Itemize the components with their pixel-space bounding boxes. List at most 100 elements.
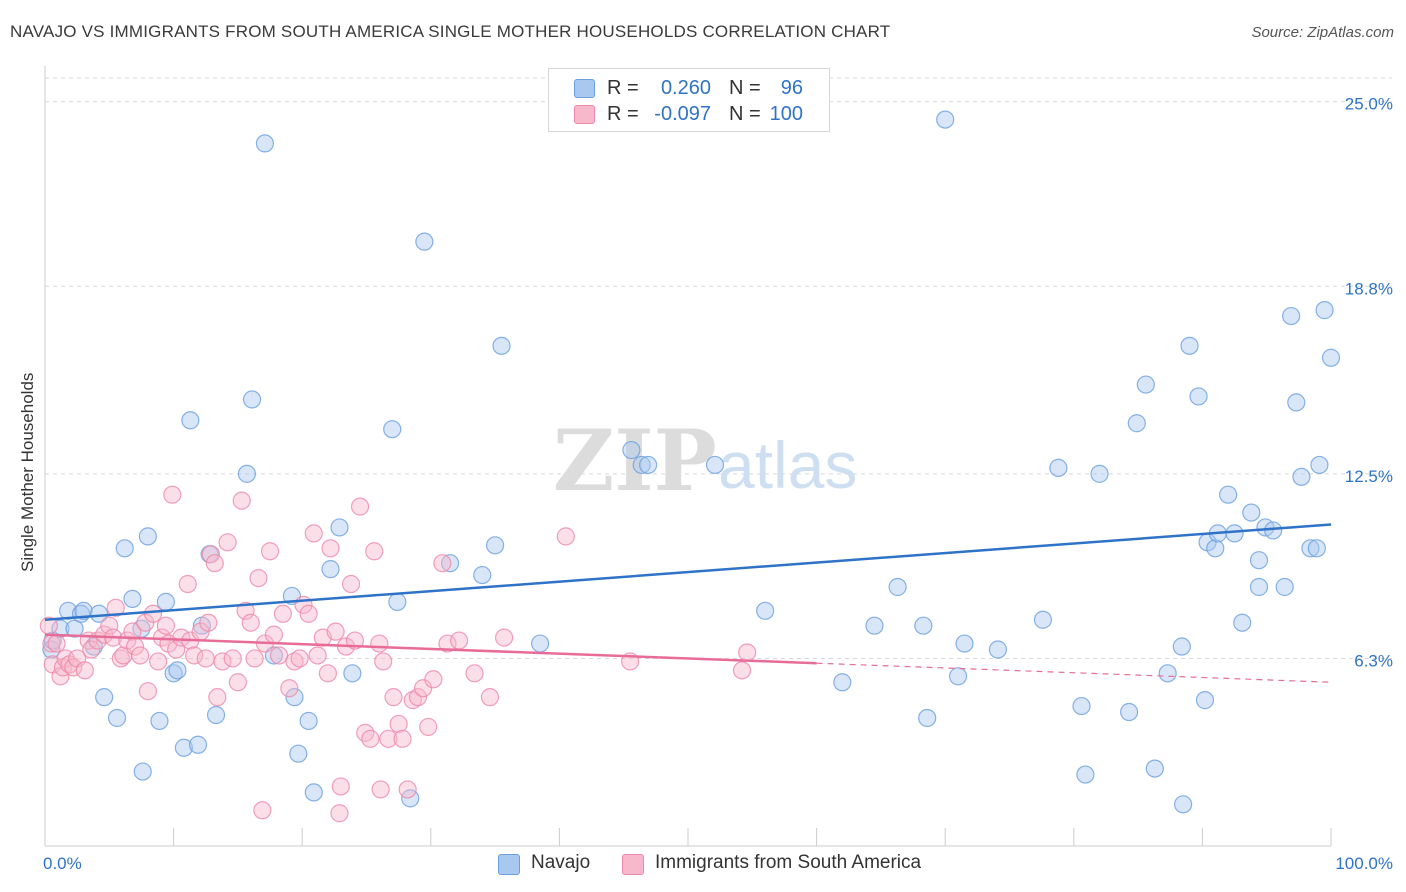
immigrants-point — [371, 780, 390, 799]
immigrants-point — [264, 625, 284, 644]
navajo-point — [156, 592, 175, 611]
navajo-point — [948, 667, 968, 686]
navajo-point — [492, 336, 511, 355]
immigrants-point — [398, 780, 417, 799]
immigrants-point — [201, 545, 220, 564]
navajo-point — [242, 390, 262, 409]
navajo-point — [138, 527, 157, 546]
navajo-point — [936, 110, 955, 129]
navajo-legend-swatch — [498, 854, 520, 875]
navajo-point — [206, 705, 226, 725]
immigrants-point — [556, 527, 575, 546]
scatter-points — [39, 110, 1341, 823]
immigrants-point — [178, 574, 197, 594]
immigrants-point — [465, 664, 484, 683]
source-label: Source: ZipAtlas.com — [1251, 24, 1394, 41]
navajo-point — [1172, 637, 1191, 656]
immigrants-point — [280, 679, 299, 698]
r-label: R = — [607, 103, 639, 125]
immigrants-point — [47, 634, 66, 653]
watermark-atlas: atlas — [718, 428, 857, 502]
immigrants-point — [228, 673, 247, 692]
navajo-point — [1275, 577, 1294, 597]
navajo-point — [865, 616, 884, 635]
immigrants-point — [350, 497, 370, 516]
legend-label: Immigrants from South America — [655, 852, 922, 873]
navajo-point — [531, 634, 550, 653]
immigrants-point — [245, 649, 264, 668]
immigrants-point — [356, 723, 375, 742]
immigrants-point — [384, 688, 403, 707]
navajo-point — [321, 560, 340, 579]
immigrants-point — [365, 542, 384, 561]
x-tick-label: 100.0% — [1335, 854, 1393, 873]
r-value: -0.097 — [654, 103, 711, 125]
immigrants-point — [100, 616, 119, 635]
navajo-point — [705, 455, 725, 475]
immigrants-point — [249, 568, 268, 588]
immigrants-point — [393, 729, 412, 748]
immigrants-point — [389, 714, 408, 734]
stats-legend: R = 0.260 N = 96 R = -0.097 N = 100 — [548, 68, 830, 132]
immigrants-point — [236, 601, 255, 620]
y-tick-label: 18.8% — [1345, 279, 1393, 298]
navajo-point — [1033, 610, 1053, 629]
trend-lines — [44, 523, 1332, 683]
navajo-point — [1282, 306, 1301, 326]
x-tick-label: 0.0% — [43, 854, 82, 873]
immigrants-point — [273, 604, 293, 623]
navajo-point — [888, 577, 907, 597]
navajo-point — [1174, 795, 1193, 814]
navajo-point — [150, 711, 169, 731]
navajo-point — [1049, 458, 1068, 478]
navajo-point — [1189, 387, 1208, 406]
navajo-point — [255, 134, 275, 153]
immigrants-point — [480, 688, 500, 707]
navajo-point — [440, 554, 460, 573]
immigrants-point — [321, 539, 340, 558]
navajo-point — [486, 536, 505, 555]
immigrants-point — [419, 717, 438, 737]
immigrants-point — [111, 649, 130, 668]
immigrants-point — [408, 688, 428, 707]
navajo-point — [95, 688, 114, 707]
immigrants-point — [290, 649, 309, 668]
navajo-point — [918, 708, 937, 728]
immigrants-point — [241, 613, 260, 632]
navajo-point — [133, 762, 152, 781]
immigrants-point — [143, 604, 163, 623]
immigrants-point — [738, 643, 757, 662]
navajo-point — [289, 744, 308, 763]
navajo-point — [1310, 455, 1329, 475]
navajo-point — [89, 604, 109, 623]
immigrants-point — [196, 649, 215, 668]
immigrants-point — [379, 729, 398, 748]
immigrants-point — [370, 634, 389, 653]
y-tick-label: 25.0% — [1345, 95, 1393, 114]
immigrants-point — [253, 801, 272, 820]
navajo-point — [914, 616, 933, 635]
immigrants-point — [269, 646, 289, 665]
immigrants-point — [403, 691, 422, 710]
legend-label: Navajo — [531, 852, 591, 873]
navajo-point — [304, 783, 323, 802]
navajo-point — [1076, 765, 1095, 784]
navajo-point — [1090, 464, 1109, 483]
navajo-point — [1249, 551, 1269, 570]
navajo-point — [756, 601, 775, 620]
navajo-point — [188, 735, 208, 754]
navajo-point — [639, 455, 658, 475]
immigrants-point — [304, 524, 323, 543]
navajo-point — [388, 592, 407, 611]
navajo-point — [330, 518, 349, 537]
immigrants-point — [138, 682, 157, 701]
navajo-point — [632, 455, 651, 475]
immigrants-point — [424, 670, 443, 689]
navajo-point — [1195, 691, 1215, 710]
immigrants-point — [732, 661, 752, 680]
navajo-point — [1287, 393, 1306, 412]
immigrants-point — [413, 679, 433, 698]
immigrants-point — [163, 485, 182, 504]
navajo-point — [1158, 664, 1177, 683]
